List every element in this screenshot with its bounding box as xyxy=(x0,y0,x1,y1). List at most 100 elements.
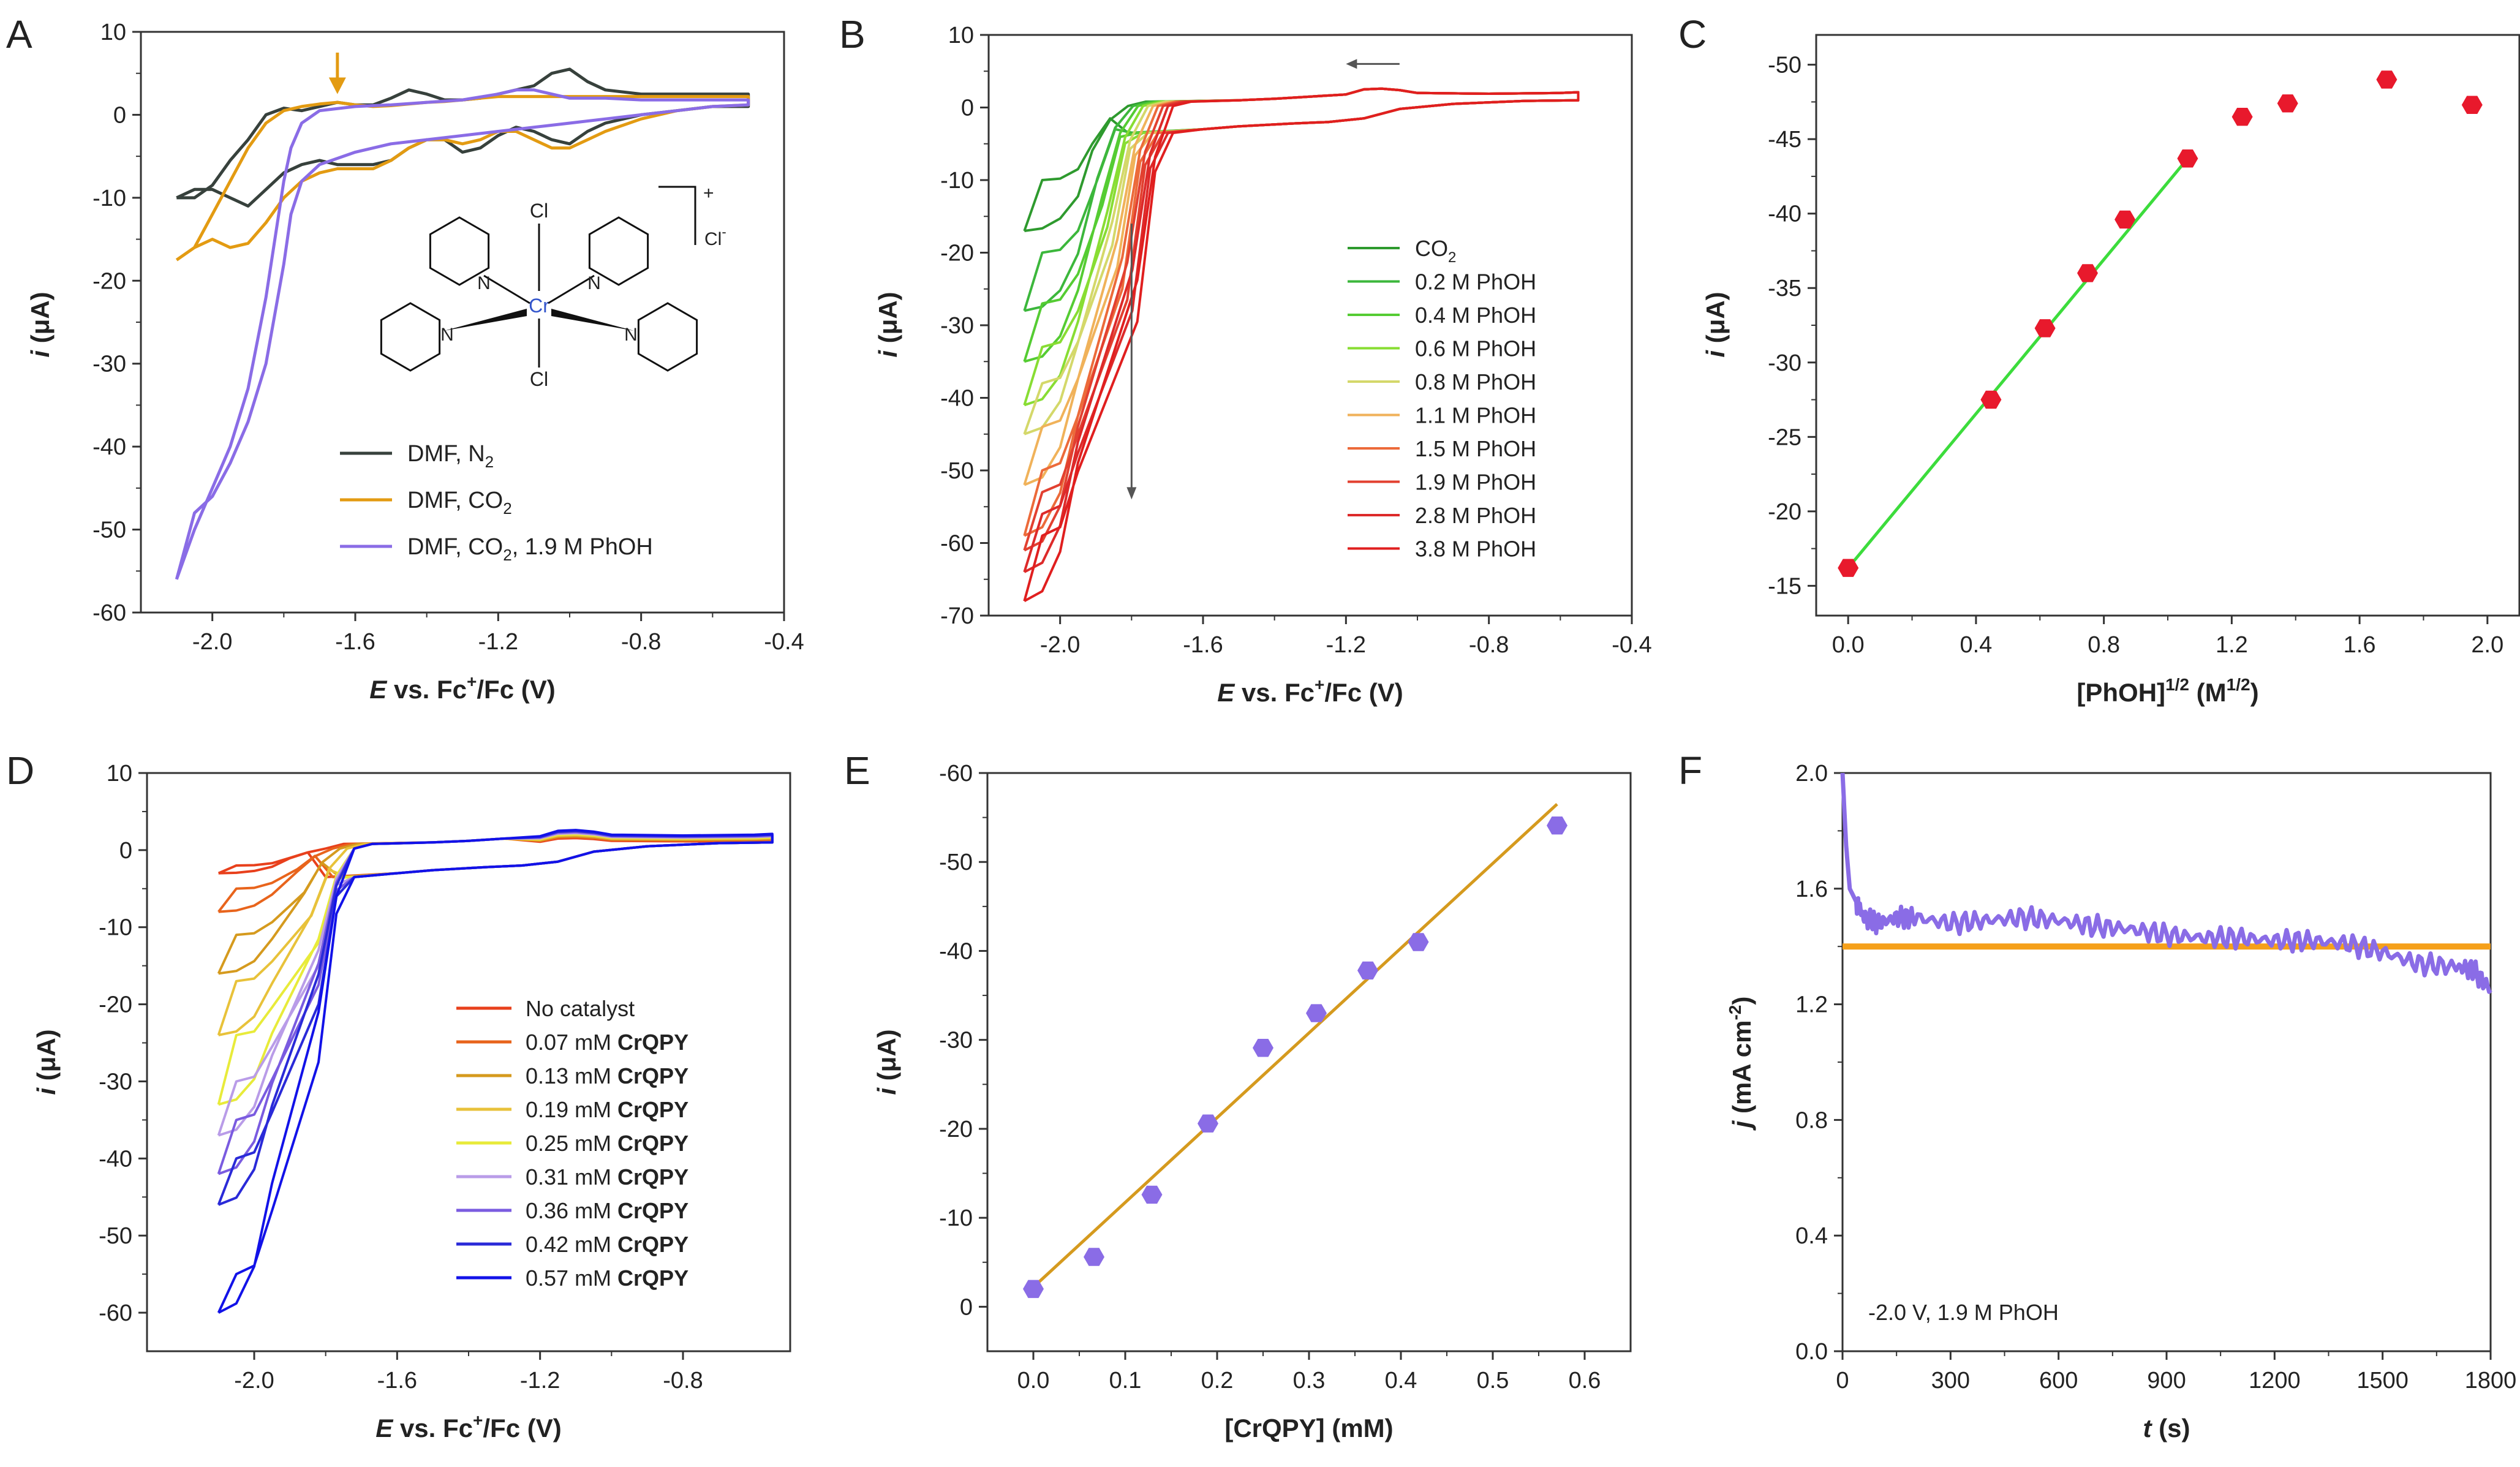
x-tick-label: 1.2 xyxy=(2216,632,2248,658)
legend-label-bold: CrQPY xyxy=(617,1030,688,1055)
y-tick-label: -60 xyxy=(99,1300,132,1326)
x-tick-label: -2.0 xyxy=(234,1368,274,1393)
x-tick-label: -0.4 xyxy=(1612,632,1651,658)
y-axis-label-end: ) xyxy=(1727,997,1756,1005)
x-tick-label: 1200 xyxy=(2249,1368,2301,1393)
x-axis-label-text: vs. Fc xyxy=(1234,678,1315,707)
x-axis-label: [PhOH]1/2 (M1/2) xyxy=(2077,675,2258,707)
x-tick-label: 0 xyxy=(1836,1368,1849,1393)
structure-metal: Cr xyxy=(529,295,549,317)
bond-n-metal xyxy=(483,274,530,304)
y-tick-label: -15 xyxy=(1768,573,1801,599)
x-tick-label: -1.2 xyxy=(520,1368,560,1393)
legend-label-text: 2.8 M PhOH xyxy=(1415,503,1536,528)
legend-label: 0.6 M PhOH xyxy=(1415,336,1536,361)
data-point xyxy=(2034,319,2056,338)
legend-label: DMF, N2 xyxy=(407,441,494,471)
data-point xyxy=(1838,559,1859,577)
panel-D: D -2.0 -1.6 -1.2 -0.8 10 0 -10 -20 -30 -40 -50 -60 No… xyxy=(6,749,791,1442)
legend-label: 0.31 mM CrQPY xyxy=(526,1164,688,1190)
cv-trace-8 xyxy=(217,829,774,1314)
y-tick-label: 0 xyxy=(113,102,126,128)
y-tick-label: -10 xyxy=(99,915,132,941)
y-tick-label: -10 xyxy=(92,186,126,211)
annotation-text: -2.0 V, 1.9 M PhOH xyxy=(1868,1300,2059,1325)
legend-label: 0.25 mM CrQPY xyxy=(526,1131,688,1156)
x-axis-label-text: vs. Fc xyxy=(387,675,467,704)
y-axis-label-unit: (μA) xyxy=(873,292,902,350)
panel-letter: B xyxy=(839,12,866,56)
x-tick-label: 0.1 xyxy=(1109,1368,1142,1393)
x-axis-label-var: E xyxy=(369,675,388,704)
x-axis-label-sup: + xyxy=(1315,675,1324,694)
y-tick-label: 0 xyxy=(960,1294,973,1320)
y-axis-label-var: i xyxy=(873,350,902,358)
panel-letter: E xyxy=(844,749,870,793)
x-tick-label: -1.2 xyxy=(478,629,518,655)
x-tick-label: 0.3 xyxy=(1293,1368,1326,1393)
counter-ion-charge: - xyxy=(722,224,726,239)
x-tick-label: 0.4 xyxy=(1960,632,1992,658)
structure-charge: + xyxy=(703,183,714,203)
y-axis-label-unit: (mA cm xyxy=(1727,1020,1756,1121)
legend-label-sub: 2 xyxy=(485,453,494,471)
x-tick-label: 600 xyxy=(2039,1368,2078,1393)
wedge-bond xyxy=(444,309,527,331)
x-tick-label: 0.0 xyxy=(1832,632,1865,658)
y-tick-label: 0.0 xyxy=(1795,1339,1828,1365)
y-tick-label: 1.6 xyxy=(1795,877,1828,902)
trend-arrowhead xyxy=(1126,487,1137,500)
y-tick-label: -20 xyxy=(939,1117,973,1142)
y-tick-label: -40 xyxy=(1768,202,1801,227)
y-tick-label: -50 xyxy=(1768,53,1801,78)
y-tick-label: 10 xyxy=(100,20,126,45)
x-axis-label-var: E xyxy=(1217,678,1235,707)
x-axis-label-tail: /Fc (V) xyxy=(477,675,555,704)
y-tick-label: -60 xyxy=(92,600,126,626)
y-tick-label: -30 xyxy=(1768,350,1801,376)
x-axis-label: E vs. Fc+/Fc (V) xyxy=(375,1411,561,1442)
legend-label: 0.4 M PhOH xyxy=(1415,303,1536,328)
data-point xyxy=(2461,96,2483,114)
legend: CO2 0.2 M PhOH 0.4 M PhOH 0.6 M PhOH 0.8 M P… xyxy=(1348,236,1536,562)
y-axis-label-var: i xyxy=(32,1087,61,1095)
x-tick-label: 900 xyxy=(2147,1368,2186,1393)
y-tick-label: -25 xyxy=(1768,424,1801,450)
y-tick-label: -50 xyxy=(99,1223,132,1249)
x-tick-label: -1.6 xyxy=(1183,632,1223,658)
pyridine-ring xyxy=(380,302,441,372)
y-axis-label: i (μA) xyxy=(32,1029,61,1095)
x-axis-label-sup: + xyxy=(473,1411,483,1430)
legend-label-text: DMF, N xyxy=(407,441,485,467)
legend-label: CO2 xyxy=(1415,236,1456,266)
legend-label: 0.2 M PhOH xyxy=(1415,270,1536,295)
panel-letter: C xyxy=(1678,12,1707,56)
legend-label-text: DMF, CO xyxy=(407,488,503,513)
y-axis-label: i (μA) xyxy=(1701,292,1730,357)
y-axis-label-var: i xyxy=(872,1087,901,1095)
panel-letter: A xyxy=(6,12,32,56)
x-tick-label: -1.6 xyxy=(377,1368,417,1393)
panel-C: C 0.0 0.4 0.8 1.2 1.6 2.0 -15 -20 -25 -30 -35 -40 -45… xyxy=(1678,12,2520,707)
y-tick-label: 0.4 xyxy=(1795,1223,1828,1249)
y-axis-label-var: j xyxy=(1727,1120,1756,1131)
legend-label: 0.8 M PhOH xyxy=(1415,369,1536,394)
x-axis-label-text: [PhOH] xyxy=(2077,678,2165,707)
x-tick-label: 0.8 xyxy=(2088,632,2120,658)
x-tick-label: -0.8 xyxy=(663,1368,703,1393)
y-tick-label: -20 xyxy=(1768,499,1801,525)
data-point xyxy=(2177,149,2198,168)
x-axis-label-tail: /Fc (V) xyxy=(1324,678,1403,707)
y-tick-label: 1.2 xyxy=(1795,992,1828,1018)
legend-label-text: 0.4 M PhOH xyxy=(1415,303,1536,328)
x-axis-label: [CrQPY] (mM) xyxy=(1224,1414,1393,1442)
y-tick-label: -20 xyxy=(92,268,126,294)
structure-n-label: N xyxy=(440,325,454,345)
data-point xyxy=(1084,1248,1104,1266)
legend-label-bold: CrQPY xyxy=(617,1164,688,1190)
legend-label-text: 0.07 mM xyxy=(526,1030,617,1055)
legend-label: 1.5 M PhOH xyxy=(1415,436,1536,461)
